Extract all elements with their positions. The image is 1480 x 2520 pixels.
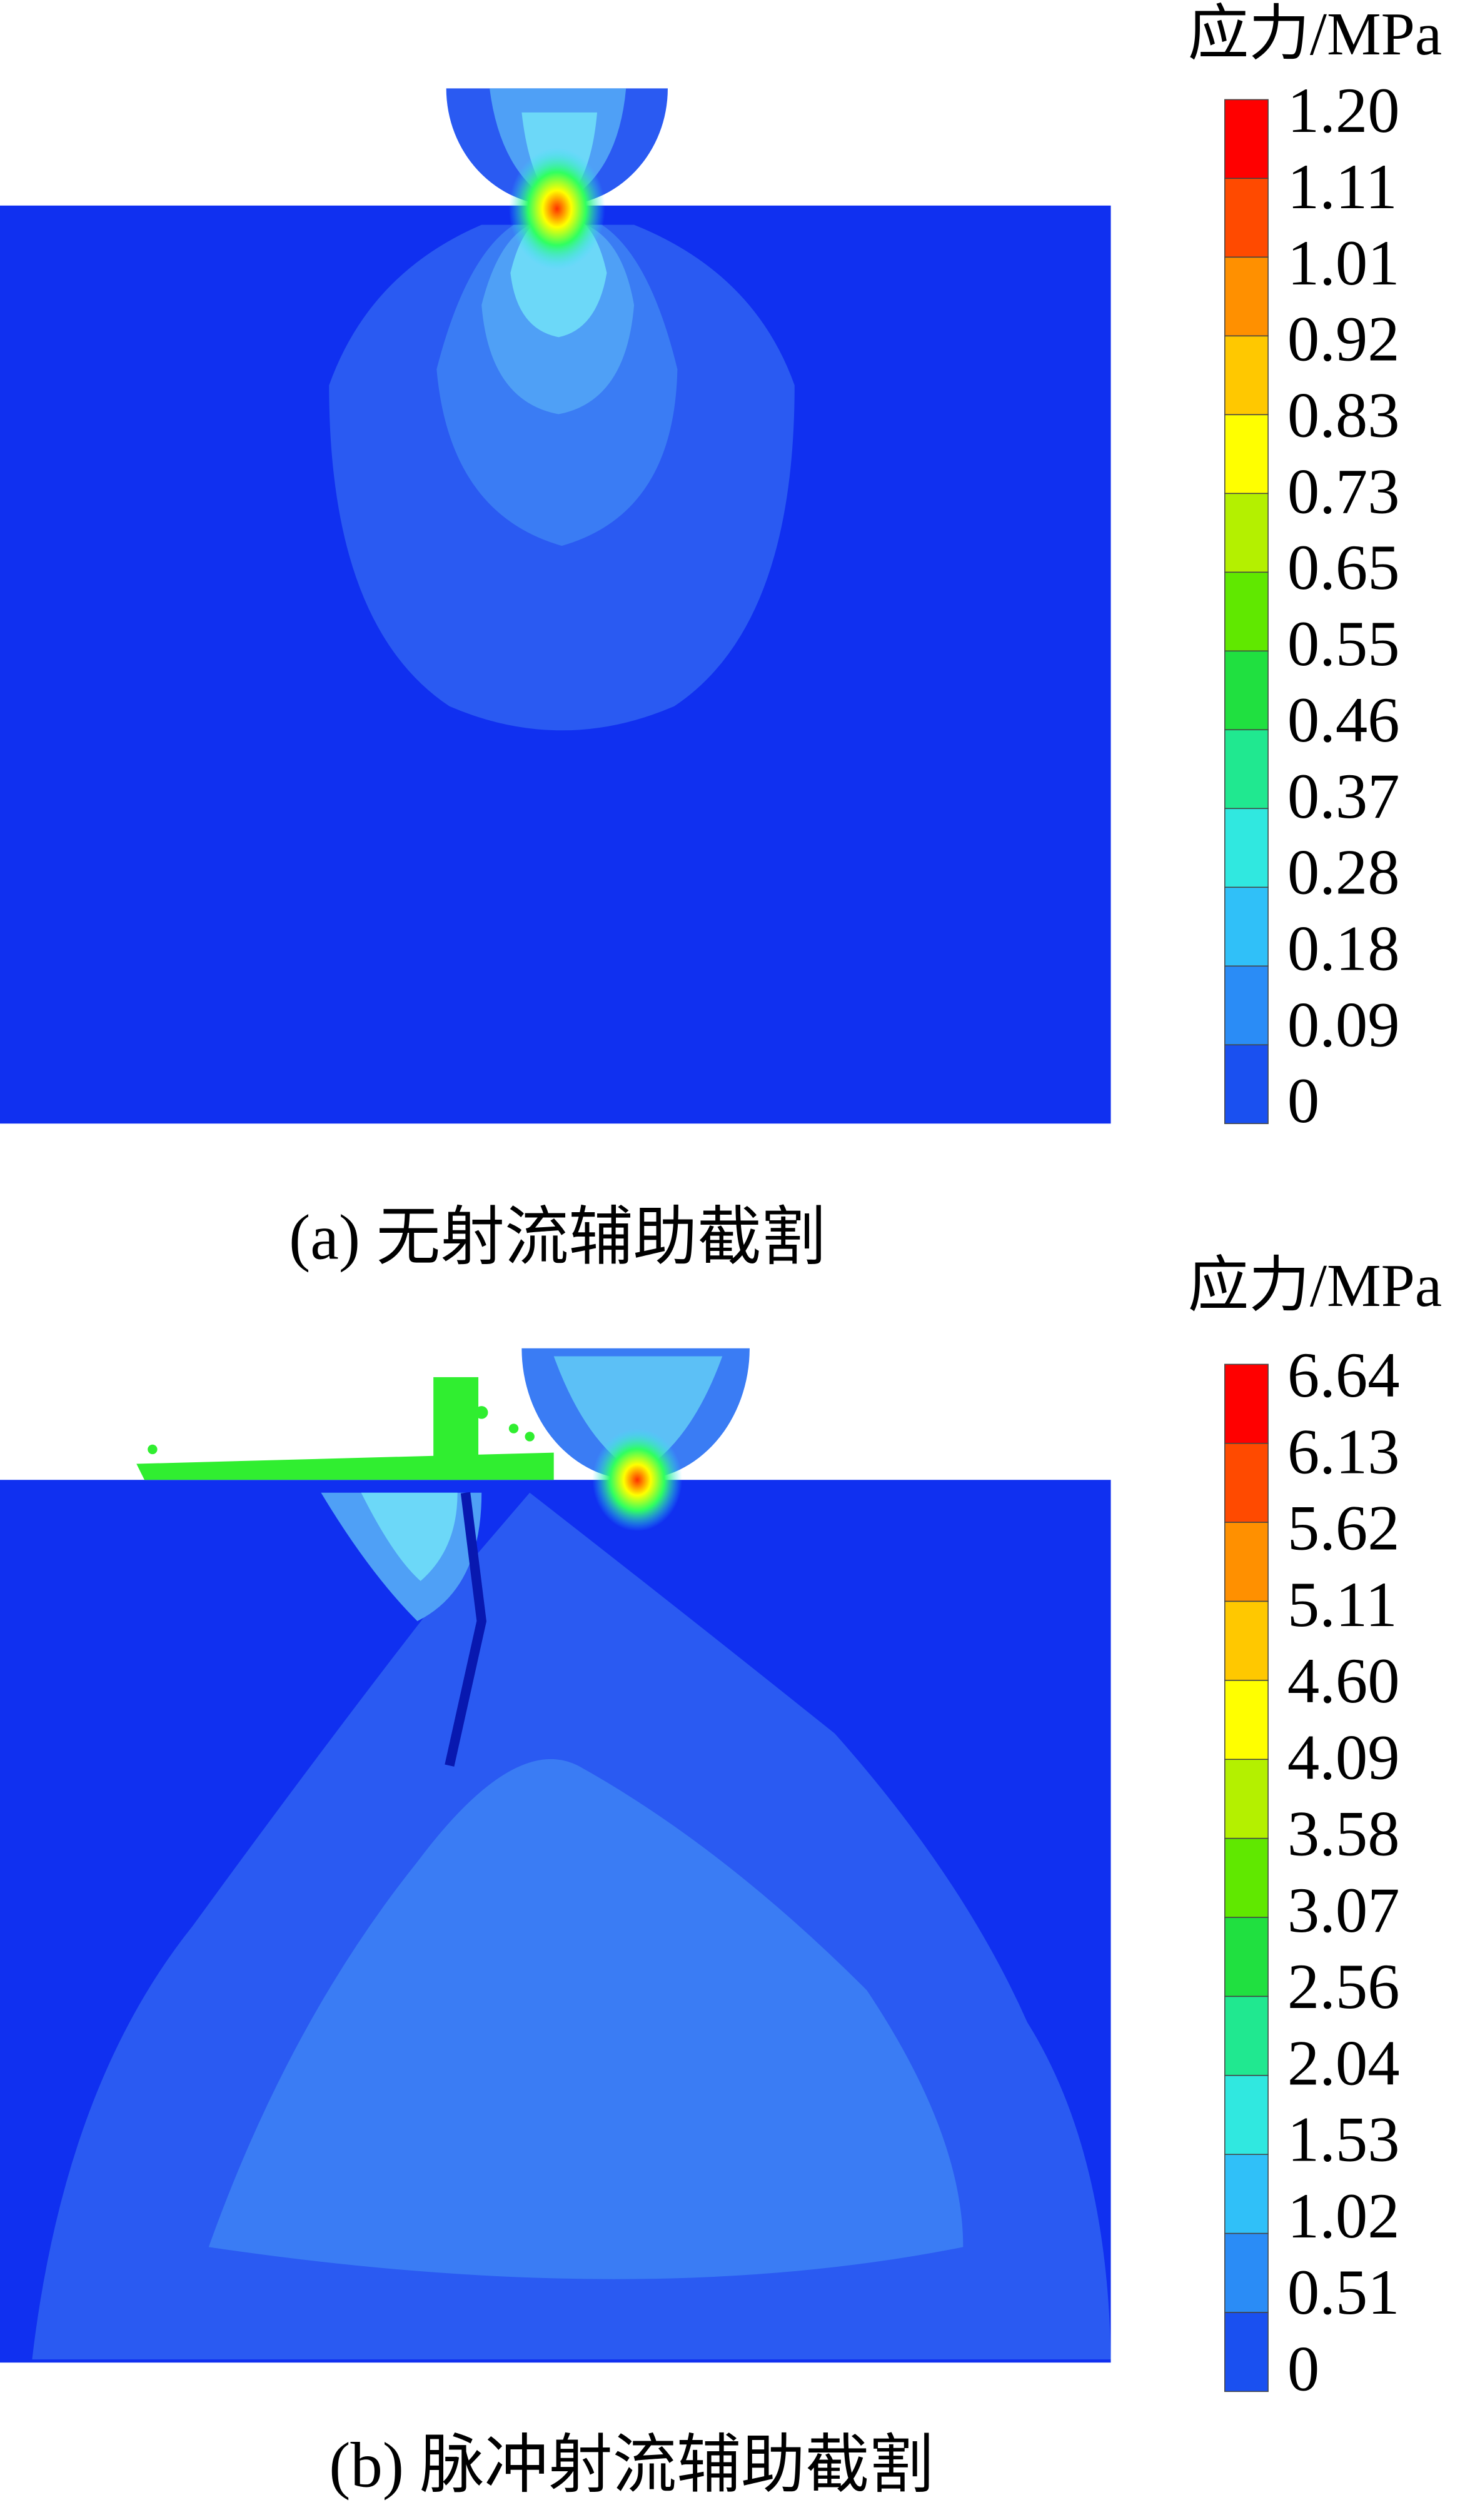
colorbar-segment — [1224, 1759, 1269, 1839]
colorbar-segment — [1224, 965, 1269, 1046]
colorbar-label: 0.46 — [1287, 685, 1400, 756]
colorbar-label: 1.53 — [1287, 2105, 1400, 2176]
colorbar-segment — [1224, 99, 1269, 179]
colorbar-segment — [1224, 650, 1269, 731]
colorbar-label: 2.04 — [1287, 2028, 1400, 2099]
colorbar-segment — [1224, 1917, 1269, 1997]
colorbar-label: 0 — [1287, 2334, 1319, 2404]
colorbar-segment — [1224, 335, 1269, 416]
colorbar-label: 0.51 — [1287, 2257, 1400, 2328]
colorbar-segment — [1224, 1600, 1269, 1681]
colorbar-label: 6.13 — [1287, 1417, 1400, 1487]
colorbar-label: 0.83 — [1287, 381, 1400, 451]
colorbar-segment — [1224, 256, 1269, 337]
colorbar-segment — [1224, 886, 1269, 967]
colorbar-label: 0.28 — [1287, 838, 1400, 908]
stress-field-a — [0, 88, 1111, 1124]
colorbar-label: 0.18 — [1287, 913, 1400, 984]
colorbar-segment — [1224, 729, 1269, 810]
colorbar-segment — [1224, 1837, 1269, 1918]
colorbar-title: 应力/MPa — [1188, 1, 1442, 68]
colorbar-label: 1.20 — [1287, 76, 1400, 146]
colorbar-label: 5.11 — [1287, 1570, 1397, 1640]
colorbar-segment — [1224, 414, 1269, 494]
colorbar-segment — [1224, 2312, 1269, 2392]
colorbar-label: 3.58 — [1287, 1799, 1400, 1870]
colorbar-segment — [1224, 571, 1269, 652]
colorbar-segment — [1224, 1680, 1269, 1760]
colorbar-label: 1.01 — [1287, 228, 1400, 299]
colorbar-label: 0.55 — [1287, 609, 1400, 680]
colorbar-segment — [1224, 1442, 1269, 1523]
colorbar-segment — [1224, 1044, 1269, 1125]
colorbar-label: 0 — [1287, 1066, 1319, 1137]
colorbar-label: 0.37 — [1287, 761, 1400, 832]
colorbar-segment — [1224, 1995, 1269, 2076]
colorbar-label: 0.09 — [1287, 990, 1400, 1060]
colorbar-label: 1.02 — [1287, 2181, 1400, 2252]
colorbar-label: 4.60 — [1287, 1646, 1400, 1717]
colorbar-label: 2.56 — [1287, 1952, 1400, 2022]
colorbar-segment — [1224, 178, 1269, 258]
colorbar-label: 0.73 — [1287, 456, 1400, 527]
colorbar-segment — [1224, 2232, 1269, 2313]
caption: (a) 无射流辅助截割 — [289, 1202, 825, 1273]
stress-field-b — [0, 1348, 1111, 2363]
caption: (b) 脉冲射流辅助截割 — [329, 2430, 934, 2501]
colorbar-label: 5.62 — [1287, 1493, 1400, 1564]
colorbar-segment — [1224, 1363, 1269, 1444]
colorbar-label: 0.92 — [1287, 304, 1400, 375]
colorbar-segment — [1224, 493, 1269, 573]
colorbar-label: 1.11 — [1287, 152, 1397, 223]
colorbar-label: 0.65 — [1287, 533, 1400, 603]
colorbar-label: 6.64 — [1287, 1340, 1400, 1411]
colorbar-label: 4.09 — [1287, 1722, 1400, 1793]
colorbar-title: 应力/MPa — [1188, 1252, 1442, 1320]
colorbar-segment — [1224, 2075, 1269, 2156]
colorbar-label: 3.07 — [1287, 1875, 1400, 1946]
colorbar-segment — [1224, 808, 1269, 888]
colorbar-segment — [1224, 2154, 1269, 2234]
colorbar-segment — [1224, 1522, 1269, 1602]
